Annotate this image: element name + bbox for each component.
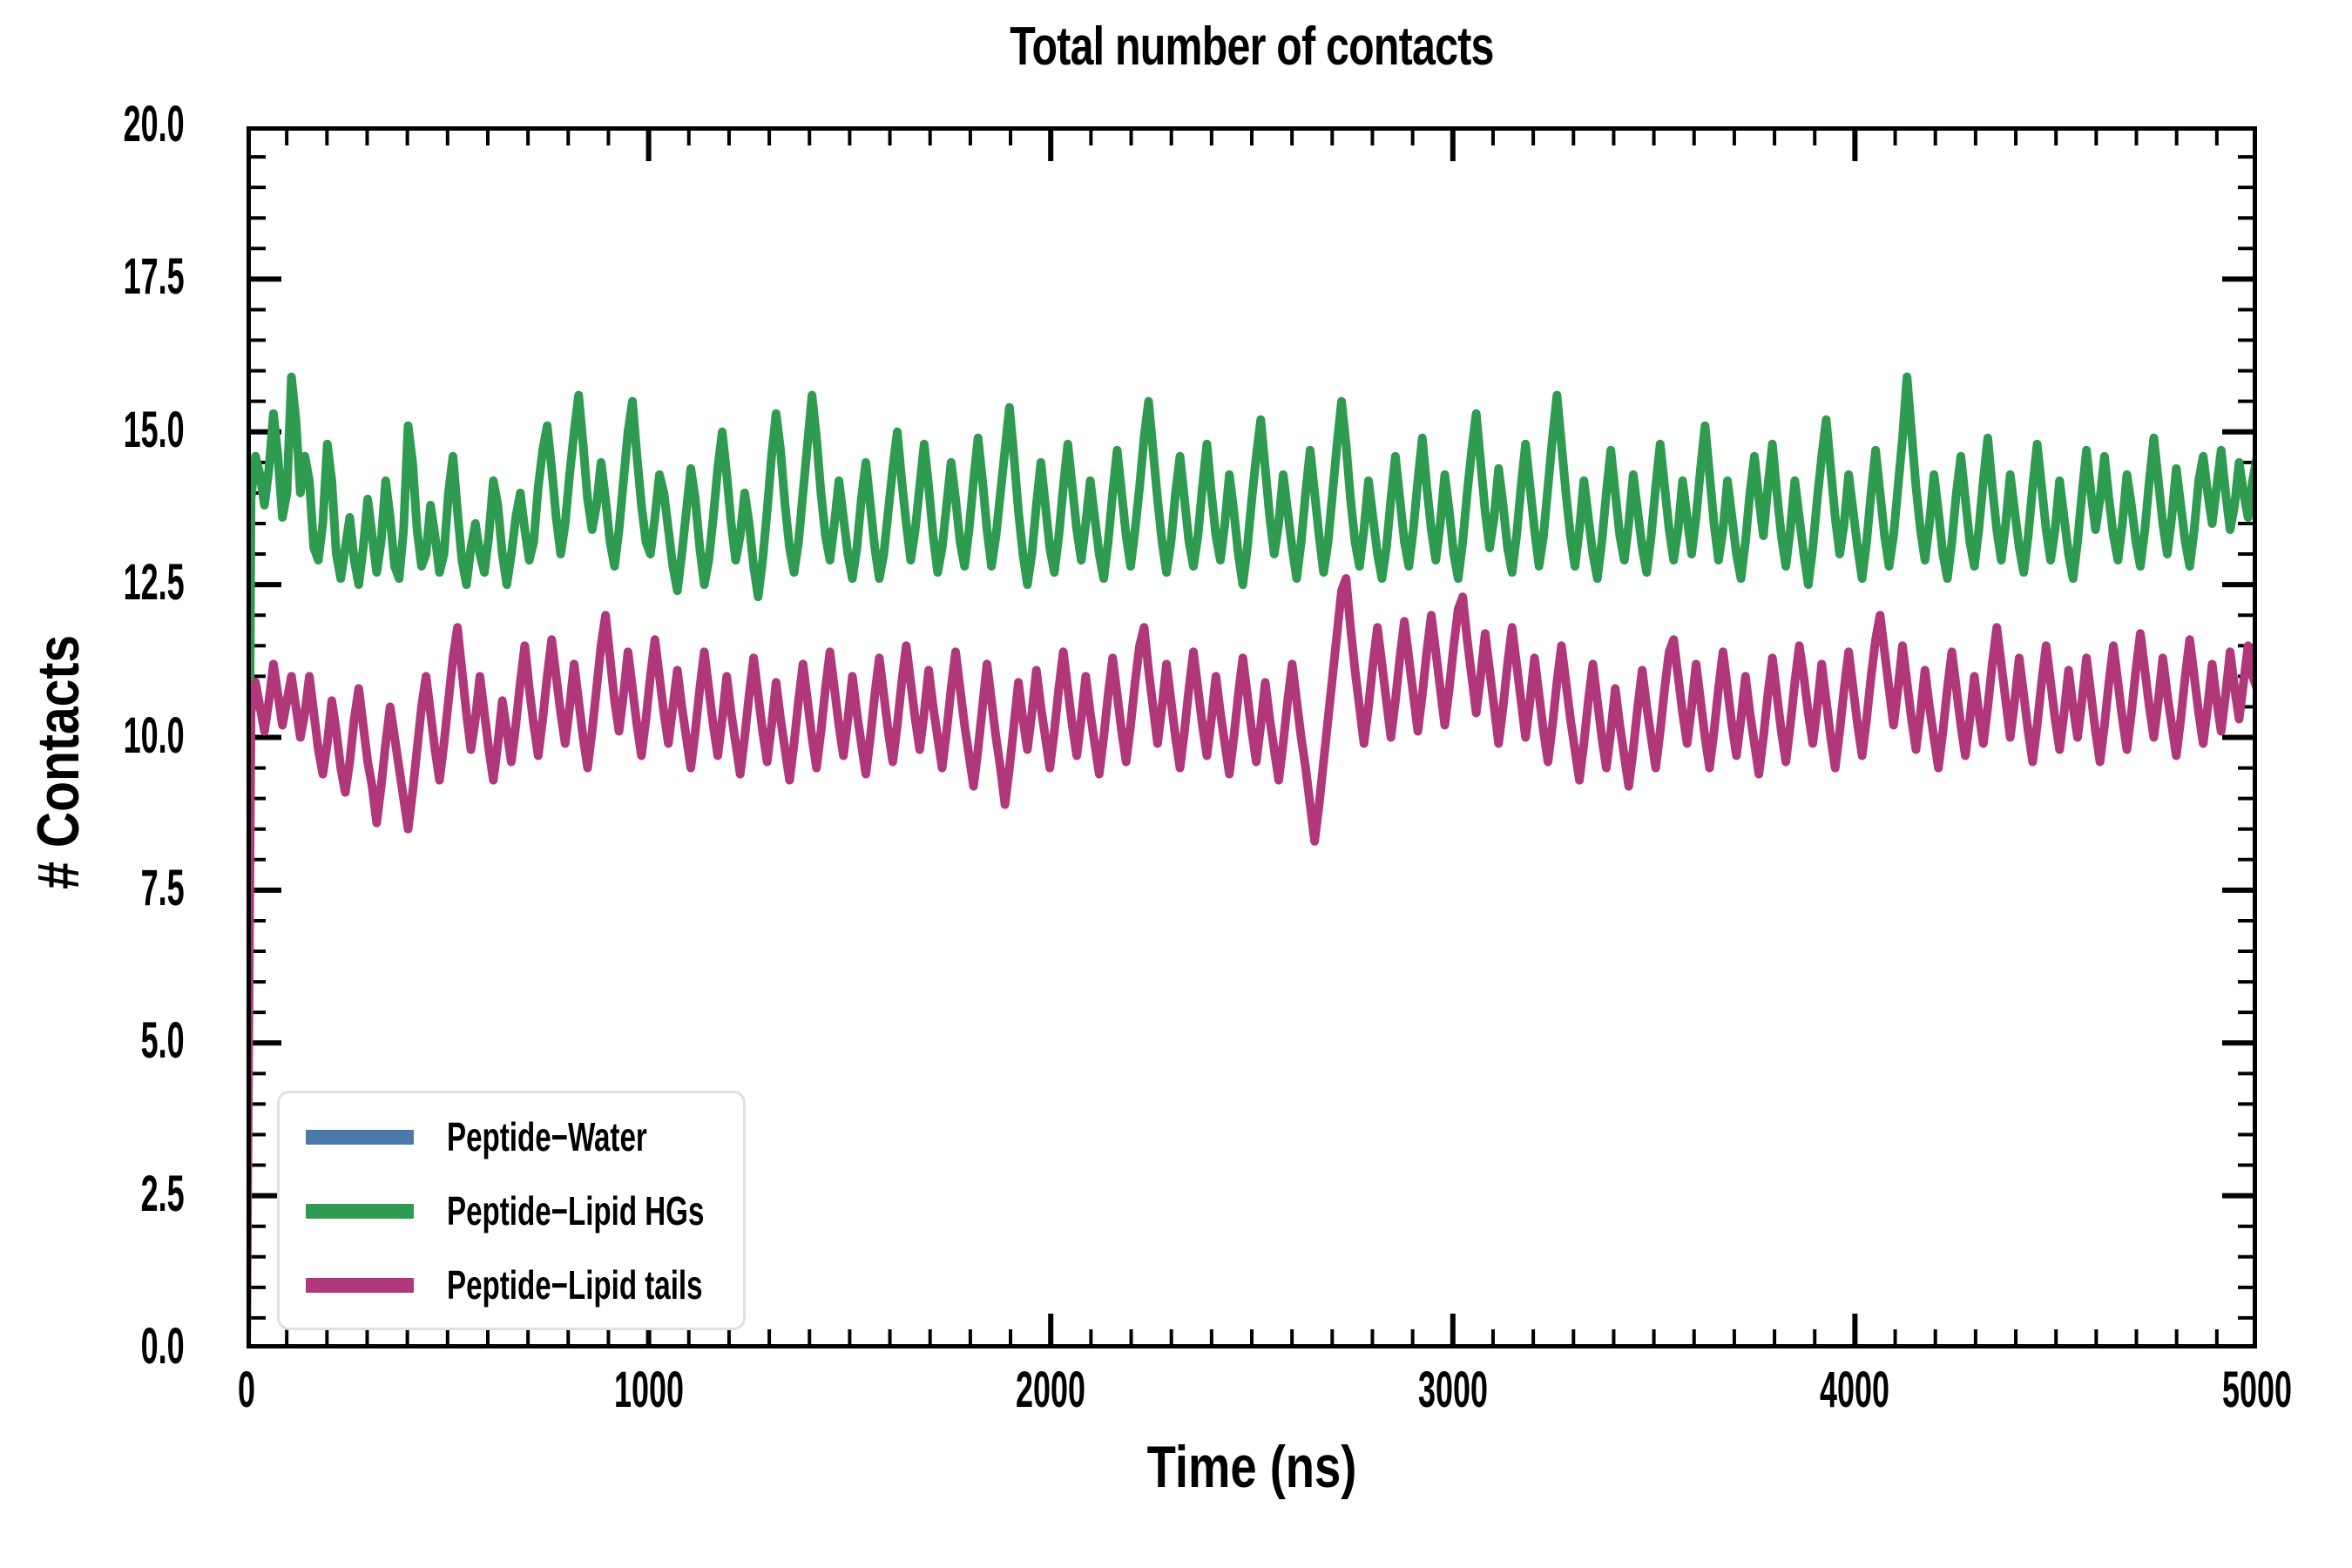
legend-item-tails: Peptide−Lipid tails <box>280 1250 743 1320</box>
x-tick-label: 3000 <box>1417 1362 1488 1418</box>
series-line <box>247 372 2257 1348</box>
y-tick-label: 12.5 <box>123 554 185 612</box>
chart-title: Total number of contacts <box>1010 17 1494 77</box>
legend-label-headgroups: Peptide−Lipid HGs <box>447 1188 705 1233</box>
x-tick-label: 1000 <box>613 1362 684 1418</box>
legend-item-headgroups: Peptide−Lipid HGs <box>280 1176 743 1246</box>
y-tick-label: 10.0 <box>123 706 185 764</box>
plot-frame <box>247 126 2257 1348</box>
chart-legend: Peptide−Water Peptide−Lipid HGs Peptide−… <box>277 1091 746 1330</box>
y-tick-label: 7.5 <box>140 859 185 916</box>
x-tick-label: 5000 <box>2222 1362 2292 1418</box>
x-tick-label: 2000 <box>1016 1362 1086 1418</box>
plot-area <box>247 126 2257 1348</box>
legend-item-water: Peptide−Water <box>280 1102 743 1172</box>
series-line <box>247 574 2257 1348</box>
legend-label-tails: Peptide−Lipid tails <box>447 1262 703 1308</box>
y-tick-label: 17.5 <box>123 248 185 306</box>
y-tick-label: 15.0 <box>123 401 185 458</box>
y-tick-label: 2.5 <box>140 1165 185 1222</box>
plot-canvas <box>247 126 2257 1348</box>
legend-label-water: Peptide−Water <box>447 1114 647 1159</box>
x-tick-label: 4000 <box>1820 1362 1890 1418</box>
x-tick-label: 0 <box>237 1362 255 1418</box>
y-tick-label: 20.0 <box>123 96 185 152</box>
y-tick-label: 5.0 <box>140 1012 185 1070</box>
legend-swatch-water <box>306 1129 414 1145</box>
data-series-layer <box>247 372 2257 1348</box>
y-tick-label: 0.0 <box>140 1318 185 1375</box>
legend-swatch-tails <box>306 1277 414 1293</box>
major-tick-marks <box>247 126 2257 1348</box>
x-axis-title: Time (ns) <box>1146 1434 1357 1500</box>
legend-swatch-headgroups <box>306 1203 414 1219</box>
